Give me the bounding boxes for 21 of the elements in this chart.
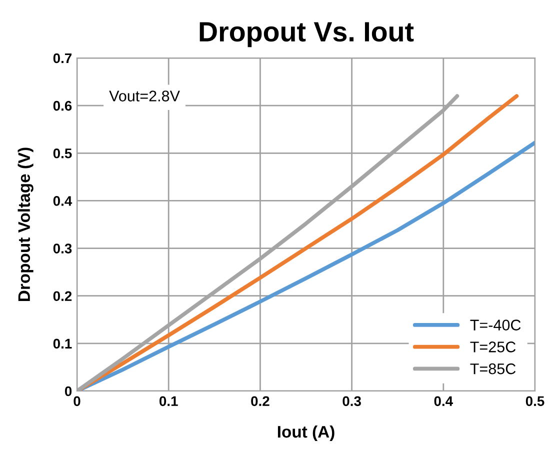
legend-label: T=25C <box>470 342 516 352</box>
y-tick-label: 0.5 <box>53 148 72 158</box>
annotation: Vout=2.8V <box>109 90 180 102</box>
y-tick-label: 0.3 <box>53 244 72 254</box>
y-tick-label: 0.6 <box>53 100 72 111</box>
x-tick-label: 0 <box>74 396 80 406</box>
y-tick-label: 0.7 <box>53 53 72 64</box>
x-axis-title: Iout (A) <box>278 425 334 442</box>
y-tick-label: 0.4 <box>53 196 72 206</box>
y-tick-label: 0 <box>64 386 72 396</box>
chart-title: Dropout Vs. Iout <box>200 22 414 48</box>
x-tick-label: 0.1 <box>159 396 178 406</box>
y-axis-title: Dropout Voltage (V) <box>18 148 34 301</box>
x-tick-label: 0.5 <box>526 396 544 406</box>
x-tick-label: 0.3 <box>342 396 361 406</box>
legend-label: T=-40C <box>470 320 521 330</box>
y-tick-label: 0.1 <box>53 338 72 349</box>
x-tick-label: 0.2 <box>251 396 270 406</box>
x-tick-label: 0.4 <box>434 396 453 406</box>
y-tick-label: 0.2 <box>53 291 72 302</box>
legend-label: T=85C <box>470 363 516 374</box>
